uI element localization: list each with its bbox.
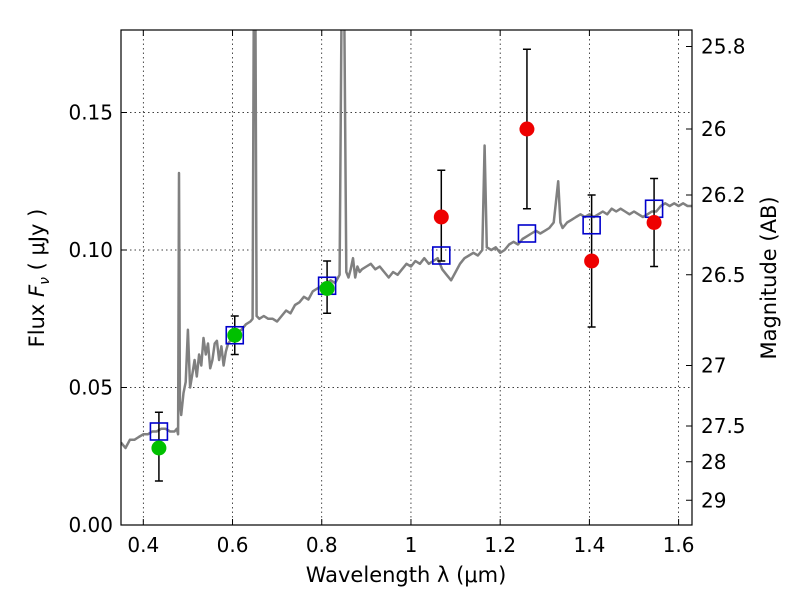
- measured-point: [646, 215, 662, 230]
- y2-axis: 25.8 26 26.2 26.5 27 27.5 28 29: [686, 35, 746, 512]
- y-tick-label: 0.05: [68, 376, 113, 400]
- model-square-marker: [149, 422, 169, 441]
- model-square-marker: [517, 224, 537, 243]
- x-tick-label: 0.6: [217, 533, 249, 557]
- model-square-marker: [431, 246, 451, 265]
- model-square-marker: [225, 325, 245, 345]
- y-tick-label: 0.10: [68, 238, 113, 262]
- y2-axis-label: Magnitude (AB): [757, 196, 781, 359]
- measured-point: [227, 327, 243, 343]
- x-tick-label: 1.2: [484, 533, 516, 557]
- y2-tick-label: 27.5: [701, 414, 746, 438]
- measured-points-layer: [151, 121, 662, 456]
- y2-tick-label: 26.2: [701, 183, 746, 207]
- y-axis: 0.00 0.05 0.10 0.15: [68, 101, 127, 537]
- y-axis-label-prefix: Flux: [25, 297, 49, 347]
- x-axis-label: Wavelength λ (μm): [306, 563, 507, 587]
- grid-lines: [121, 30, 692, 525]
- y2-tick-label: 26: [701, 117, 726, 141]
- y-axis-label: Flux Fν ( μJy ): [25, 209, 53, 348]
- x-tick-label: 1.4: [573, 533, 605, 557]
- plot-background: [121, 30, 692, 525]
- x-tick-label: 0.8: [306, 533, 338, 557]
- model-squares-layer: [149, 199, 664, 441]
- x-axis: 0.4 0.6 0.8 1 1.2 1.4 1.6: [127, 30, 695, 557]
- spectrum-layer: [121, 30, 692, 450]
- y-axis-label-suffix: ( μJy ): [25, 209, 49, 277]
- y2-tick-label: 27: [701, 354, 726, 378]
- measured-point: [584, 253, 600, 269]
- x-tick-label: 0.4: [127, 533, 159, 557]
- y-axis-label-subscript: ν: [37, 277, 53, 285]
- y-tick-label: 0.15: [68, 101, 113, 125]
- plot-frame: [120, 29, 693, 526]
- measured-point: [433, 209, 449, 225]
- model-square-marker: [582, 215, 601, 235]
- y2-tick-label: 28: [701, 450, 726, 474]
- y2-tick-label: 29: [701, 488, 726, 512]
- y2-tick-label: 25.8: [701, 35, 746, 59]
- y-axis-label-symbol: F: [25, 284, 49, 297]
- spectrum-line: [121, 30, 692, 450]
- x-tick-label: 1.6: [663, 533, 695, 557]
- y2-tick-label: 26.5: [701, 263, 746, 287]
- y-tick-label: 0.00: [68, 513, 113, 537]
- measured-point: [151, 440, 167, 456]
- measured-point: [319, 281, 335, 296]
- x-tick-label: 1: [405, 533, 418, 557]
- measured-point: [519, 121, 535, 137]
